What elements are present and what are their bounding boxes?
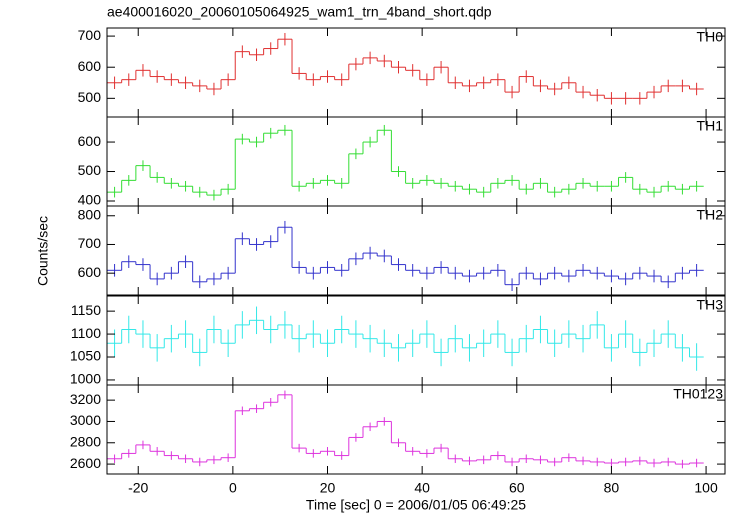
x-tick-label: 40 (414, 480, 430, 496)
y-tick-label: 600 (78, 133, 102, 149)
panel-label: TH0123 (673, 386, 723, 402)
y-tick-label: 400 (78, 192, 102, 208)
y-axis-label: Counts/sec (35, 216, 51, 286)
y-tick-label: 1100 (71, 325, 101, 341)
y-tick-label: 3200 (70, 391, 101, 407)
y-tick-label: 700 (78, 27, 102, 43)
panel-frame (106, 27, 726, 118)
x-tick-label: 80 (604, 480, 620, 496)
panel-frame (106, 205, 726, 296)
y-tick-label: 700 (78, 235, 102, 251)
x-tick-label: -20 (128, 480, 148, 496)
y-tick-label: 3000 (70, 412, 101, 428)
panel-label: TH3 (697, 297, 724, 313)
chart-title: ae400016020_20060105064925_wam1_trn_4ban… (107, 4, 492, 20)
y-tick-label: 600 (78, 58, 102, 74)
y-tick-label: 1150 (71, 302, 101, 318)
y-tick-label: 2600 (70, 455, 101, 471)
panel-label: TH2 (697, 207, 724, 223)
x-tick-label: 20 (320, 480, 336, 496)
y-tick-label: 2800 (70, 433, 101, 449)
y-tick-label: 500 (78, 162, 102, 178)
y-tick-label: 500 (78, 89, 102, 105)
panel-label: TH1 (697, 118, 724, 134)
x-tick-label: 0 (229, 480, 237, 496)
y-tick-label: 800 (78, 206, 102, 222)
x-axis-label: Time [sec] 0 = 2006/01/05 06:49:25 (306, 497, 526, 513)
y-tick-label: 1050 (70, 348, 101, 364)
panel-label: TH0 (697, 29, 724, 45)
panel-frame (106, 384, 726, 475)
x-tick-label: 100 (694, 480, 718, 496)
y-tick-label: 600 (78, 264, 102, 280)
y-tick-label: 1000 (70, 371, 101, 387)
x-tick-label: 60 (509, 480, 525, 496)
